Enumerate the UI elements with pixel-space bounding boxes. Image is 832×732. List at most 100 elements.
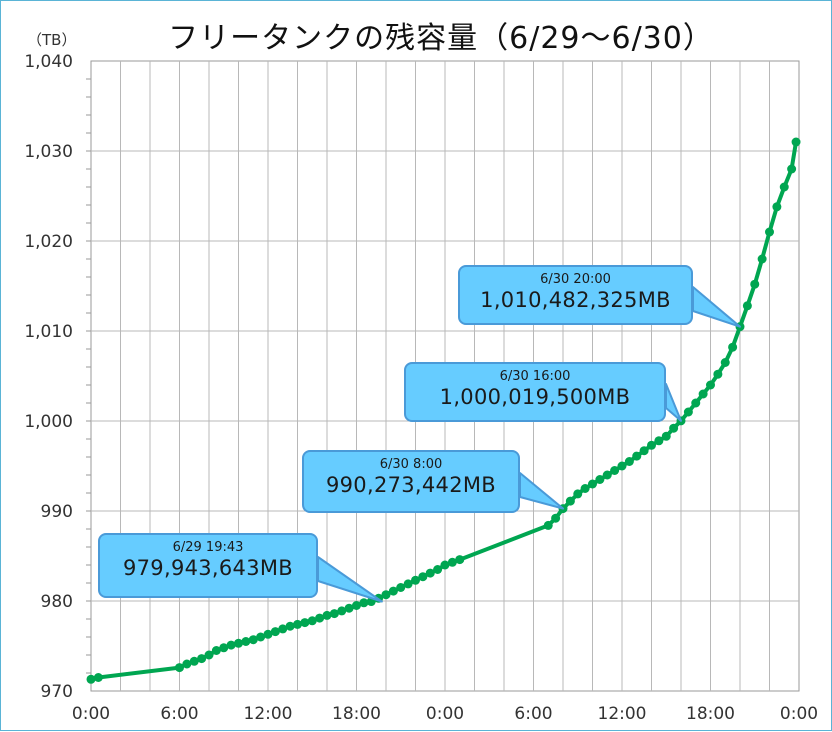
data-point [211, 646, 221, 655]
data-point [300, 618, 310, 628]
data-point [706, 380, 715, 390]
y-tick-label: 1,040 [24, 52, 73, 72]
callout-value: 1,010,482,325MB [480, 288, 671, 312]
callout-pointer [665, 383, 682, 422]
data-point [728, 342, 738, 352]
callout-value: 990,273,442MB [325, 473, 497, 497]
callout-box: 6/30 8:00 990,273,442MB [302, 450, 520, 513]
callout-value: 979,943,643MB [122, 556, 294, 580]
callout-time: 6/29 19:43 [172, 540, 244, 555]
data-point [204, 650, 214, 660]
data-point [447, 557, 457, 567]
callout-pointer [519, 472, 564, 510]
data-point [595, 475, 605, 484]
data-point [750, 279, 760, 289]
data-point [189, 656, 199, 666]
data-point [720, 358, 730, 367]
data-point [388, 586, 398, 596]
data-point [455, 555, 465, 565]
x-tick-label: 6:00 [514, 704, 552, 724]
data-point [580, 484, 590, 493]
callout-time: 6/30 20:00 [540, 272, 611, 287]
data-point [322, 610, 332, 620]
data-point [698, 389, 708, 399]
data-point [337, 606, 347, 616]
data-point [93, 673, 103, 682]
data-point [683, 407, 693, 417]
data-point [403, 579, 413, 589]
data-point [307, 616, 317, 626]
data-point [632, 451, 642, 461]
data-point [639, 446, 649, 456]
callout-pointer [317, 556, 383, 603]
data-point [285, 621, 295, 631]
data-point [219, 643, 229, 653]
data-point [742, 301, 752, 311]
data-point [791, 137, 801, 147]
data-point [411, 575, 420, 585]
y-tick-label: 970 [41, 682, 73, 702]
data-point [610, 466, 620, 475]
data-point [624, 457, 634, 466]
callout-time: 6/30 8:00 [379, 457, 443, 472]
x-tick-label: 0:00 [72, 704, 110, 724]
y-tick-label: 1,030 [24, 142, 73, 162]
data-point [772, 202, 782, 212]
callout-box: 6/30 16:00 1,000,019,500MB [404, 362, 666, 422]
data-point [175, 663, 184, 673]
data-point [669, 423, 679, 433]
data-point [418, 572, 428, 582]
data-point [551, 513, 561, 523]
data-point [270, 627, 280, 637]
data-point [182, 659, 192, 669]
callout-value: 1,000,019,500MB [439, 385, 631, 409]
x-tick-label: 18:00 [686, 704, 735, 724]
data-point [329, 609, 339, 619]
y-axis-unit-label: （TB） [27, 31, 77, 49]
x-tick-label: 18:00 [332, 704, 381, 724]
data-point [588, 479, 597, 489]
chart-title: フリータンクの残容量（6/29〜6/30） [168, 21, 714, 56]
x-tick-label: 12:00 [244, 704, 293, 724]
data-point [263, 629, 273, 639]
data-point [713, 369, 723, 379]
data-point [197, 654, 207, 664]
data-point [352, 601, 361, 610]
data-point [787, 164, 797, 174]
data-point [757, 254, 767, 264]
data-point [602, 470, 612, 480]
data-point [765, 227, 774, 237]
x-tick-label: 0:00 [780, 704, 818, 724]
data-point [425, 568, 435, 578]
y-tick-label: 1,010 [24, 322, 73, 342]
data-point [661, 431, 671, 441]
data-point [654, 436, 664, 446]
data-point [248, 635, 258, 645]
data-point [344, 603, 354, 613]
x-tick-label: 0:00 [426, 704, 464, 724]
data-point [86, 674, 96, 684]
data-point [396, 583, 406, 592]
data-point [647, 440, 656, 450]
data-point [359, 598, 369, 608]
data-point [543, 520, 553, 530]
y-tick-label: 1,020 [24, 232, 73, 252]
data-point [293, 619, 302, 629]
y-tick-label: 990 [41, 502, 73, 522]
callout-pointer [692, 286, 741, 328]
data-point [691, 398, 701, 408]
data-point [440, 560, 450, 570]
x-tick-label: 6:00 [160, 704, 198, 724]
data-point [381, 590, 391, 600]
x-tick-label: 12:00 [598, 704, 647, 724]
y-tick-label: 1,000 [24, 412, 73, 432]
data-point [278, 624, 288, 634]
data-point [573, 489, 583, 499]
data-point [226, 640, 236, 650]
data-point [433, 565, 443, 574]
data-point [241, 637, 251, 646]
data-point [256, 632, 266, 642]
data-point [565, 496, 575, 506]
callout-box: 6/29 19:43 979,943,643MB [98, 533, 318, 598]
